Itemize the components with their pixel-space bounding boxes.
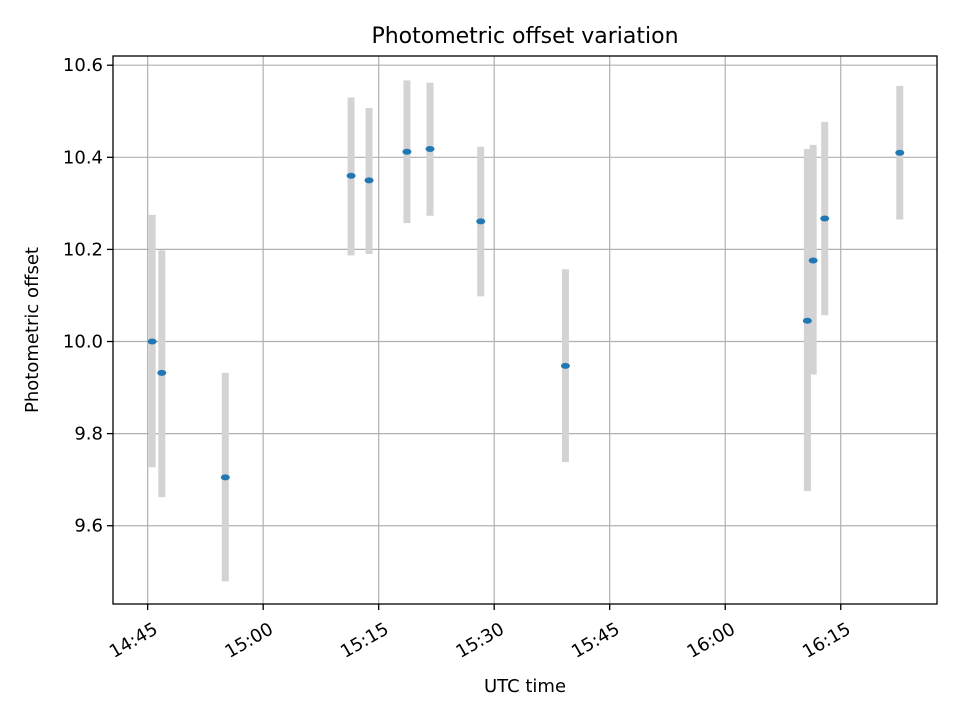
plot-frame (112, 55, 938, 605)
data-point (476, 218, 486, 225)
y-tick-label: 9.8 (74, 424, 103, 445)
data-point (220, 474, 230, 481)
chart-title: Photometric offset variation (371, 24, 678, 49)
x-axis-label: UTC time (484, 676, 566, 697)
x-tick-label: 14:45 (106, 619, 161, 663)
data-point (802, 317, 812, 324)
data-point (157, 369, 167, 376)
data-point (346, 172, 356, 179)
y-tick-label: 10.6 (63, 55, 103, 76)
data-point (560, 362, 570, 369)
axis-ticks: 14:45 15:00 15:15 15:30 15:45 16:00 16:15 9.6 9.… (63, 55, 855, 663)
x-tick-label: 16:15 (799, 619, 854, 663)
x-tick-label: 15:15 (337, 619, 392, 663)
data-point (820, 215, 830, 222)
data-point (147, 338, 157, 345)
data-point (895, 149, 905, 156)
data-point (402, 148, 412, 155)
y-tick-label: 9.6 (74, 516, 103, 537)
data-point (808, 257, 818, 264)
x-tick-label: 15:30 (452, 619, 507, 663)
y-tick-label: 10.2 (63, 239, 103, 260)
x-tick-label: 16:00 (683, 619, 738, 663)
y-tick-label: 10.0 (63, 332, 103, 353)
x-tick-label: 15:00 (221, 619, 276, 663)
error-bars (148, 80, 904, 582)
y-axis-label: Photometric offset (22, 247, 43, 413)
x-tick-label: 15:45 (568, 619, 623, 663)
data-point (425, 146, 435, 153)
grid-lines (113, 56, 937, 604)
y-tick-label: 10.4 (63, 147, 103, 168)
data-points (147, 146, 905, 481)
data-point (364, 177, 374, 184)
